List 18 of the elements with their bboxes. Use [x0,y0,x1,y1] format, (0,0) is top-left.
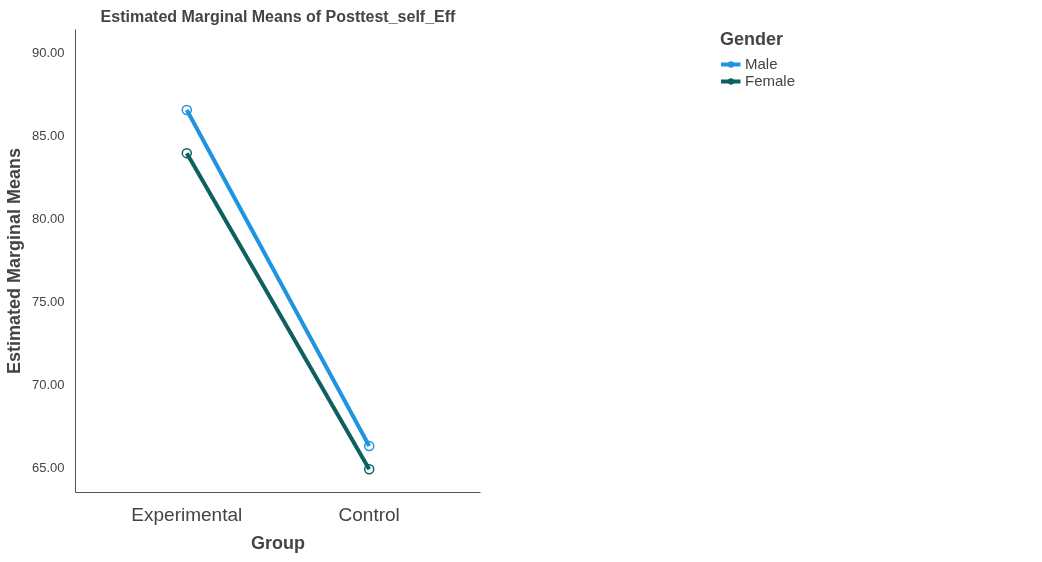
point [181,104,193,116]
legend-label: Male [744,55,778,72]
point [181,147,193,159]
y-axis-title: Estimated Marginal Means [3,147,24,375]
y-tick-label: 90.00 [31,45,65,61]
x-axis-title: Group [251,532,305,553]
chart-title: Estimated Marginal Means of Posttest_self_Eff [100,7,457,25]
x-tick-label: Control [338,503,400,525]
y-tick-label: 70.00 [31,377,65,393]
y-tick-label: 65.00 [31,460,65,476]
point [363,440,375,452]
legend-title: Gender [719,29,784,50]
y-tick-label: 85.00 [31,128,65,144]
x-tick-label: Experimental [131,503,243,525]
point [363,464,375,475]
y-tick-label: 80.00 [31,211,65,227]
y-tick-label: 75.00 [31,294,65,310]
legend-label: Female [744,72,796,89]
